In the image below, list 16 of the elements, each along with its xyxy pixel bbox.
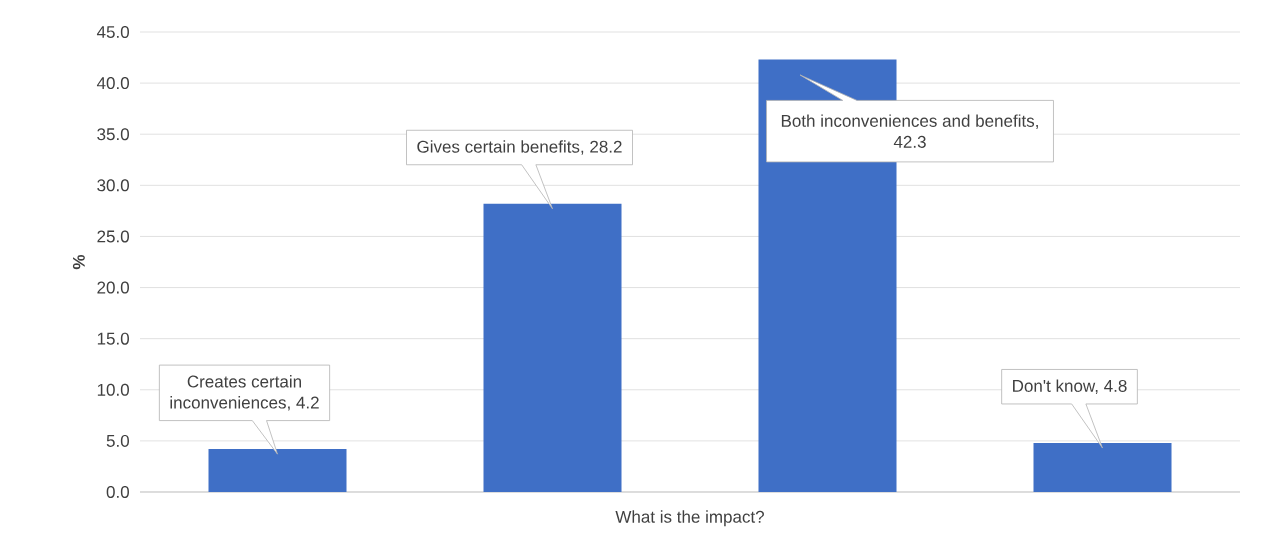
y-tick-label: 15.0	[97, 332, 129, 345]
y-tick-label: 35.0	[97, 128, 129, 141]
data-label: Both inconveniences and benefits, 42.3	[781, 114, 1038, 148]
x-axis-title: What is the impact?	[615, 510, 764, 527]
data-label: Gives certain benefits, 28.2	[417, 140, 622, 155]
y-tick-label: 30.0	[97, 179, 129, 192]
y-tick-label: 45.0	[96, 26, 129, 39]
data-label: Don't know, 4.8	[1013, 379, 1127, 394]
y-tick-label: 0.0	[106, 486, 129, 499]
y-tick-label: 5.0	[106, 434, 129, 447]
y-axis-title: %	[72, 254, 85, 270]
data-label: Creates certain inconveniences, 4.2	[170, 375, 319, 411]
y-tick-label: 10.0	[97, 383, 129, 396]
y-tick-label: 40.0	[96, 77, 129, 90]
y-tick-label: 25.0	[97, 230, 129, 243]
y-tick-label: 20.0	[97, 281, 129, 294]
